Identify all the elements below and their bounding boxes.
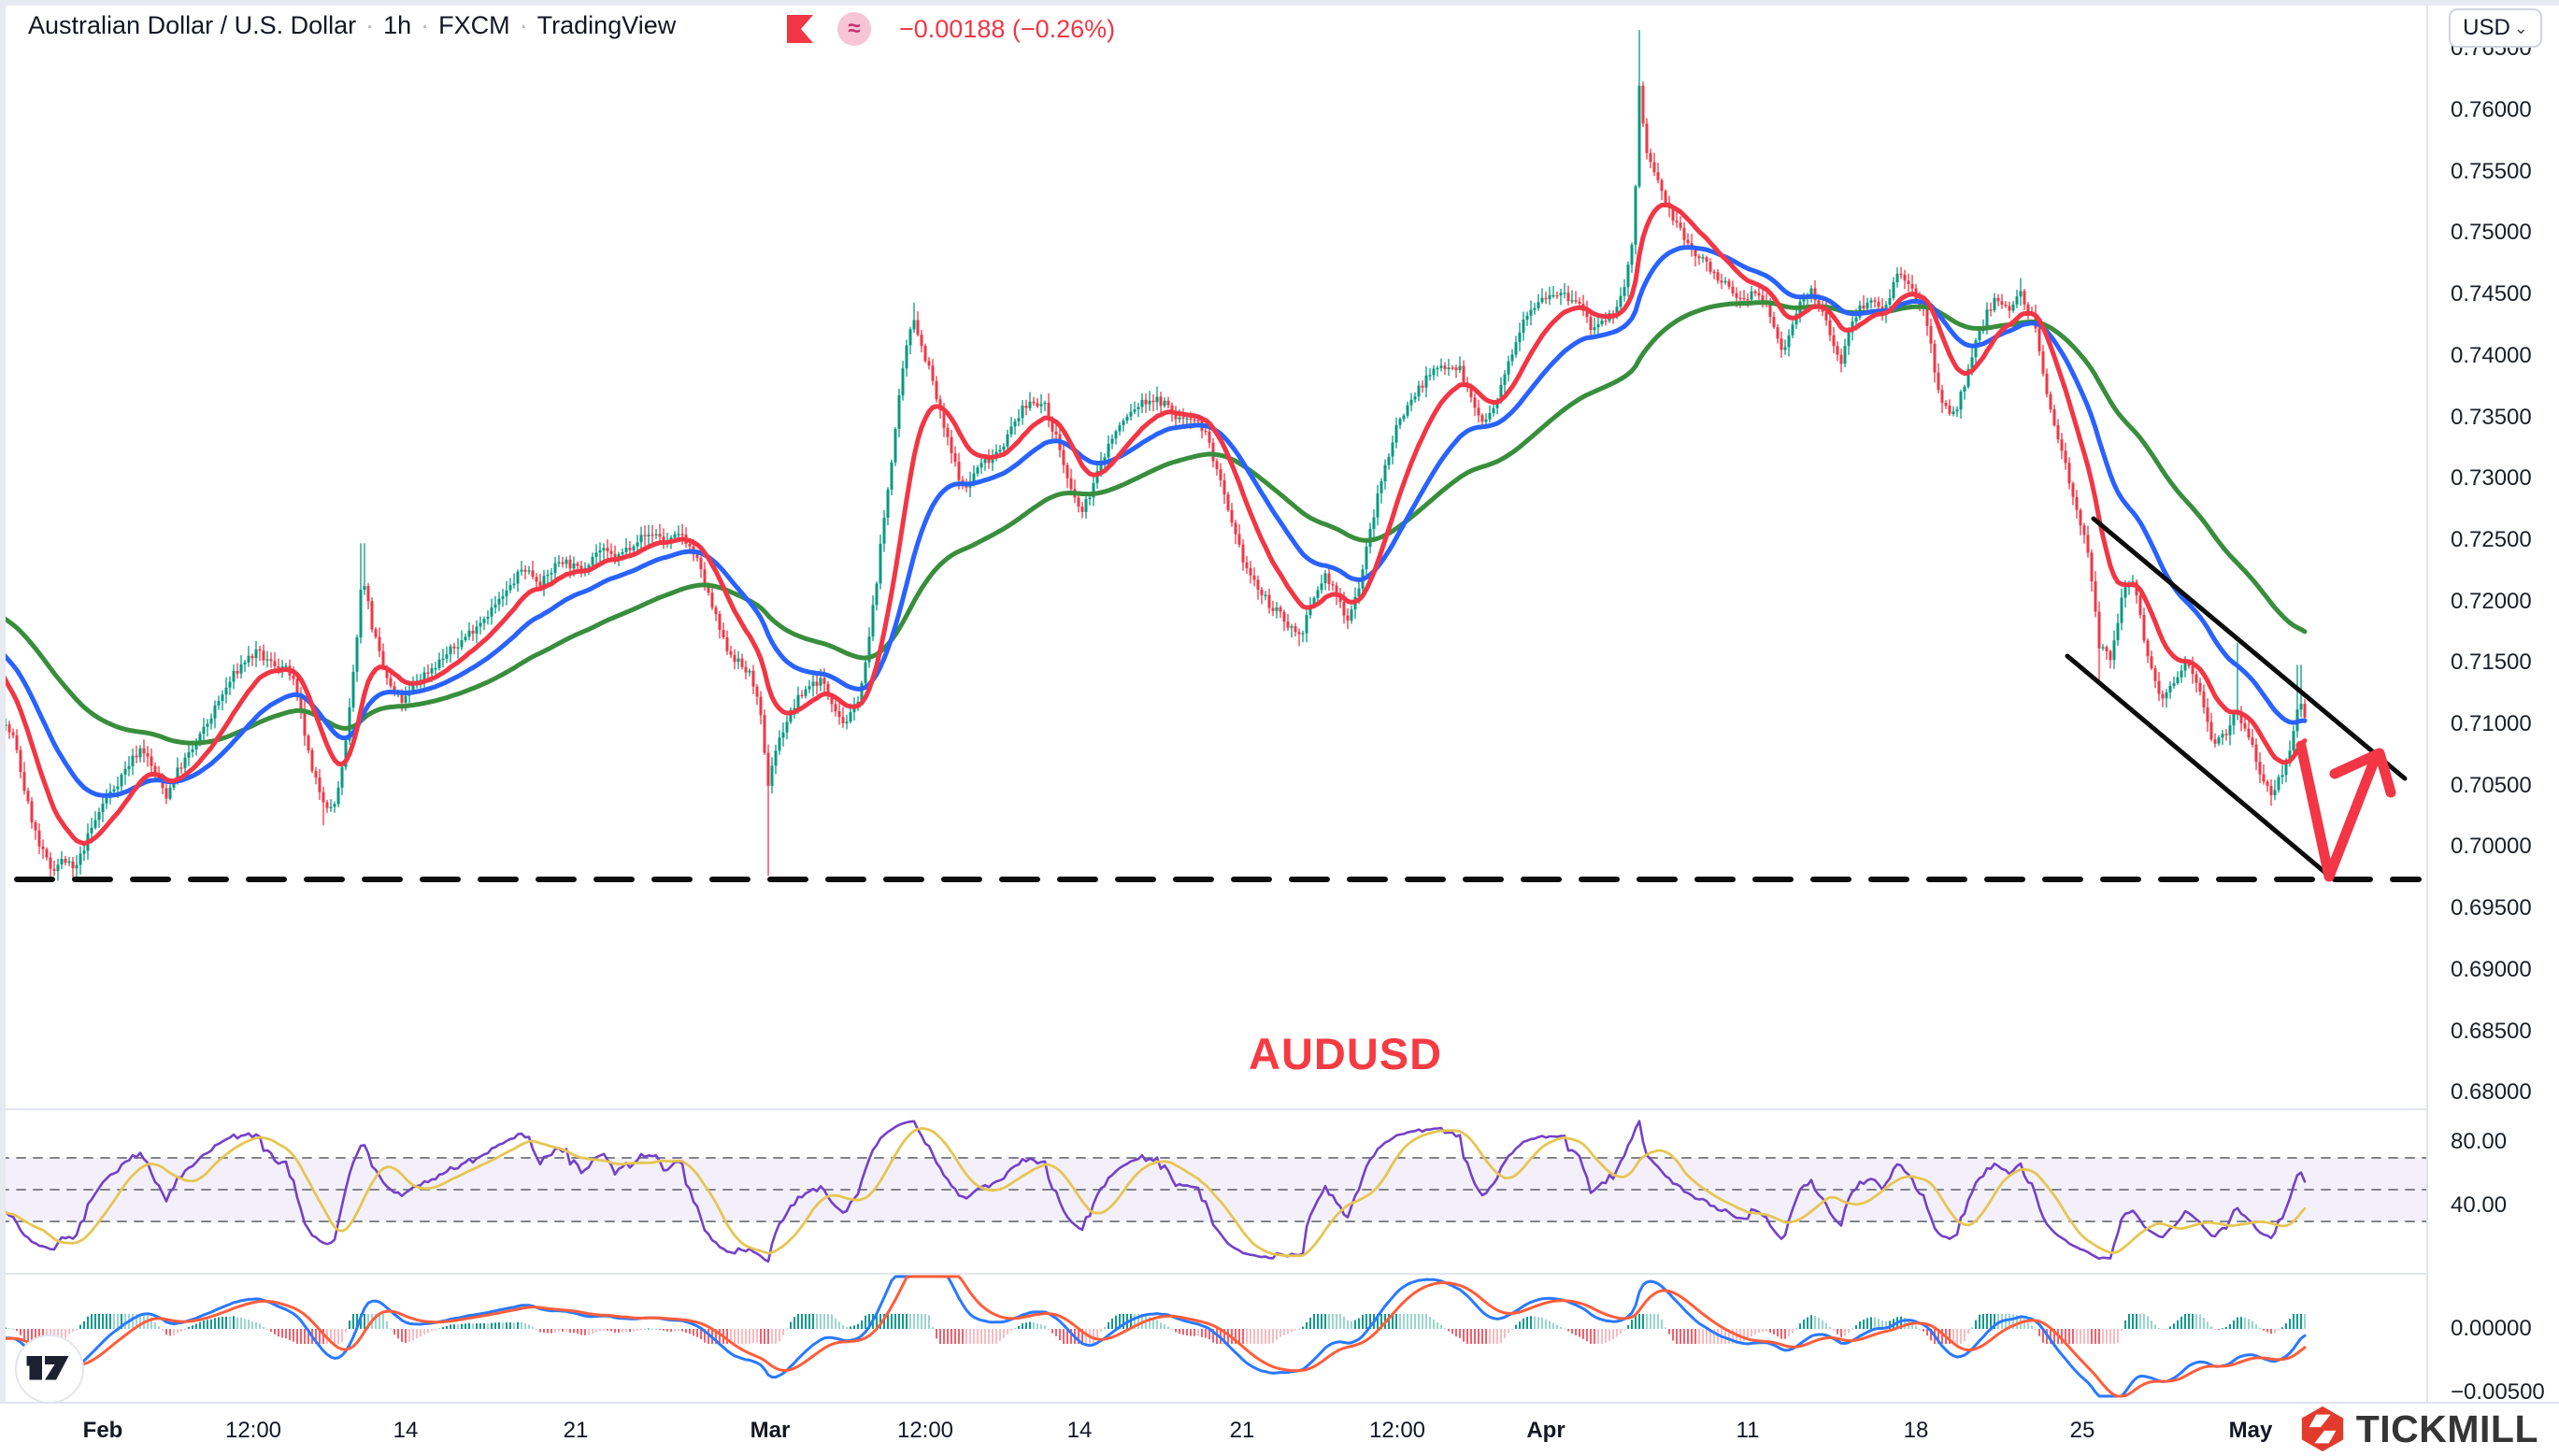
price-tick-label: 0.69000: [2451, 956, 2532, 982]
window-top-edge: [0, 0, 2559, 6]
tradingview-watermark: [15, 1335, 84, 1404]
time-tick-label: 12:00: [224, 1418, 282, 1443]
candlesticks: [0, 29, 2307, 881]
price-tick-label: 0.76000: [2451, 97, 2532, 122]
time-tick-label: 21: [563, 1418, 589, 1443]
price-tick-label: 0.72000: [2451, 588, 2532, 614]
separator-dot: ·: [365, 11, 375, 39]
platform: TradingView: [536, 11, 677, 39]
price-tick-label: 0.68500: [2451, 1018, 2532, 1044]
price-tick-label: 0.74000: [2451, 342, 2532, 368]
panel-divider: [0, 1273, 2559, 1275]
bounce-arrow-head: [2329, 748, 2396, 798]
time-tick-label: Feb: [82, 1418, 123, 1443]
brand-logo: TICKMILL: [2284, 1404, 2552, 1454]
exchange: FXCM: [438, 11, 510, 39]
time-tick-label: 14: [393, 1418, 419, 1443]
time-tick-label: 21: [1229, 1418, 1255, 1443]
indicator-tick-label: 80.00: [2451, 1129, 2508, 1154]
macd-histogram: [1, 1314, 2306, 1344]
usd-dropdown[interactable]: USD ⌄: [2449, 8, 2542, 48]
price-tick-label: 0.68000: [2451, 1079, 2532, 1106]
separator-dot: ·: [421, 11, 430, 39]
price-tick-label: 0.73000: [2451, 465, 2532, 492]
separator-dot: ·: [519, 11, 528, 39]
time-tick-label: 25: [2069, 1418, 2095, 1443]
indicator-tick-label: 40.00: [2451, 1192, 2508, 1218]
price-tick-label: 0.75500: [2451, 158, 2532, 184]
channel-lower-trendline: [2065, 653, 2333, 879]
price-tick-label: 0.74500: [2451, 281, 2532, 307]
moving-averages: [0, 202, 2308, 847]
channel-upper-trendline: [2091, 516, 2408, 781]
price-tick-label: 0.70500: [2451, 772, 2532, 798]
chevron-down-icon: ⌄: [2513, 18, 2528, 37]
timeframe: 1h: [383, 11, 412, 39]
panel-divider: [0, 1108, 2559, 1110]
price-tick-label: 0.75000: [2451, 220, 2532, 246]
price-tick-label: 0.72500: [2451, 526, 2532, 552]
time-tick-label: 12:00: [1368, 1418, 1426, 1443]
price-tick-label: 0.71500: [2451, 649, 2532, 676]
approx-symbol: ≈: [848, 16, 861, 41]
time-tick-label: Apr: [1526, 1418, 1565, 1443]
audusd-watermark-label: AUDUSD: [1249, 1029, 1443, 1078]
time-tick-label: 12:00: [896, 1418, 954, 1443]
symbol-name: Australian Dollar / U.S. Dollar: [28, 11, 357, 39]
time-tick-label: 11: [1736, 1418, 1760, 1443]
drawing-annotations[interactable]: [14, 516, 2422, 882]
indicator-tick-label: −0.00500: [2451, 1379, 2545, 1405]
time-tick-label: Mar: [750, 1418, 791, 1443]
time-tick-label: 18: [1903, 1418, 1929, 1443]
approx-icon: ≈: [837, 12, 871, 46]
bounce-arrow: [2295, 740, 2382, 882]
rsi-band: [0, 1157, 2427, 1222]
flag-icon[interactable]: [787, 15, 813, 43]
tradingview-logo-icon: [26, 1356, 69, 1380]
time-tick-label: May: [2228, 1418, 2273, 1443]
price-axis[interactable]: 0.76500 0.76000 0.75500 0.75000 0.74500 0.740…: [2426, 6, 2559, 1405]
usd-dropdown-label: USD: [2463, 15, 2510, 40]
tickmill-icon: [2301, 1406, 2343, 1452]
window-left-edge: [0, 0, 6, 1456]
indicator-tick-label: 0.00000: [2451, 1316, 2532, 1341]
price-tick-label: 0.71000: [2451, 711, 2532, 736]
price-change: −0.00188 (−0.26%): [899, 15, 1116, 43]
price-tick-label: 0.70000: [2451, 834, 2532, 860]
price-tick-label: 0.69500: [2451, 895, 2532, 921]
oscillator-lines: [0, 1120, 2307, 1398]
time-tick-label: 14: [1066, 1418, 1093, 1443]
price-tick-label: 0.73500: [2451, 404, 2532, 430]
symbol-title: Australian Dollar / U.S. Dollar · 1h · FXCM ·…: [28, 11, 676, 40]
tickmill-wordmark: TICKMILL: [2355, 1406, 2538, 1450]
time-axis[interactable]: Feb 12:00 14 21 Mar 12:00 14 21 12:00 Apr 11 18 25 Ma…: [0, 1402, 2559, 1456]
